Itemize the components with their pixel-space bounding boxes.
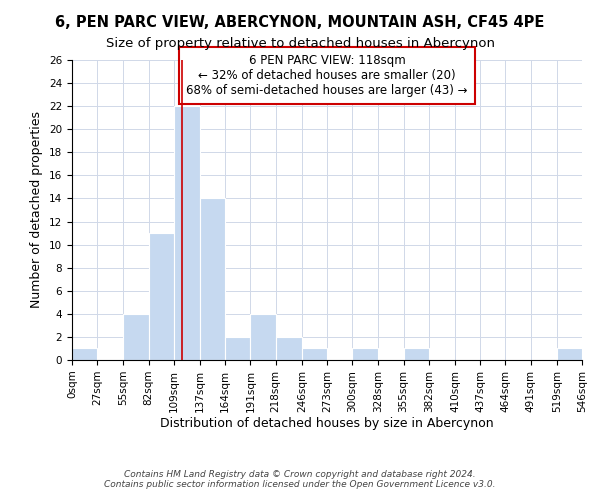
Text: Contains HM Land Registry data © Crown copyright and database right 2024.
Contai: Contains HM Land Registry data © Crown c… [104, 470, 496, 489]
Y-axis label: Number of detached properties: Number of detached properties [31, 112, 43, 308]
Text: 6, PEN PARC VIEW, ABERCYNON, MOUNTAIN ASH, CF45 4PE: 6, PEN PARC VIEW, ABERCYNON, MOUNTAIN AS… [55, 15, 545, 30]
Text: 6 PEN PARC VIEW: 118sqm
← 32% of detached houses are smaller (20)
68% of semi-de: 6 PEN PARC VIEW: 118sqm ← 32% of detache… [186, 54, 468, 97]
Bar [302, 348, 327, 360]
Bar [72, 348, 97, 360]
Bar [225, 337, 250, 360]
Text: Size of property relative to detached houses in Abercynon: Size of property relative to detached ho… [106, 38, 494, 51]
Bar [557, 348, 582, 360]
Bar [200, 198, 225, 360]
Bar [149, 233, 174, 360]
Bar [250, 314, 275, 360]
Bar [124, 314, 149, 360]
Bar [174, 106, 200, 360]
Bar [404, 348, 429, 360]
Bar [352, 348, 379, 360]
X-axis label: Distribution of detached houses by size in Abercynon: Distribution of detached houses by size … [160, 418, 494, 430]
Bar [275, 337, 302, 360]
